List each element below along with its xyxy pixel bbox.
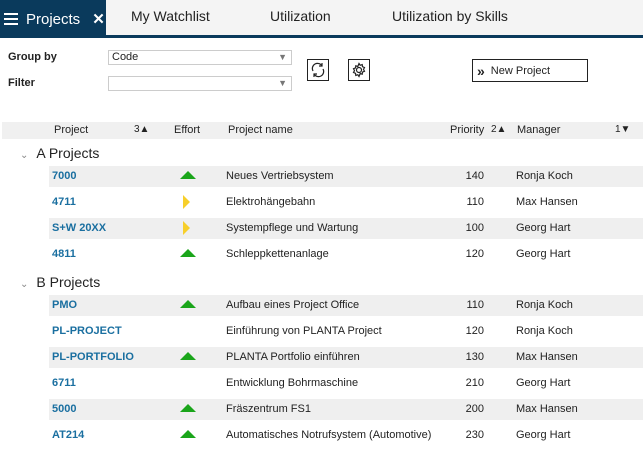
chevron-down-icon: ▼ — [278, 78, 287, 88]
tab-utilization-by-skills[interactable]: Utilization by Skills — [392, 8, 508, 24]
project-name: Elektrohängebahn — [226, 196, 316, 208]
new-project-label: New Project — [490, 64, 551, 77]
column-project[interactable]: Project — [54, 124, 89, 136]
table-row[interactable]: 6711 Entwicklung Bohrmaschine 210 Georg Har… — [49, 373, 643, 394]
settings-button[interactable] — [348, 59, 370, 81]
manager: Max Hansen — [516, 351, 578, 363]
tab-projects[interactable]: Projects ✕ — [0, 0, 106, 38]
priority: 120 — [465, 248, 484, 260]
manager: Max Hansen — [516, 196, 578, 208]
tab-bar: Projects ✕ My Watchlist Utilization Util… — [0, 0, 643, 38]
project-name: Fräszentrum FS1 — [226, 403, 311, 415]
project-code-link[interactable]: 6711 — [52, 377, 76, 389]
priority-sort-indicator[interactable]: 2▲ — [491, 124, 507, 135]
table-row[interactable]: PMO Aufbau eines Project Office 110 Ronja K… — [49, 295, 643, 316]
project-name: Entwicklung Bohrmaschine — [226, 377, 359, 389]
project-code-link[interactable]: PL-PROJECT — [52, 325, 122, 337]
manager: Max Hansen — [516, 403, 578, 415]
manager: Ronja Koch — [516, 299, 573, 311]
tab-label: Projects — [26, 10, 81, 28]
new-project-button[interactable]: » New Project — [472, 59, 588, 82]
column-manager[interactable]: Manager — [517, 124, 561, 136]
project-name: Aufbau eines Project Office — [226, 299, 360, 311]
effort-flat-icon — [180, 195, 190, 209]
chevron-down-icon: ▼ — [278, 52, 287, 62]
column-effort[interactable]: Effort — [174, 124, 201, 136]
tab-my-watchlist[interactable]: My Watchlist — [131, 8, 210, 24]
refresh-button[interactable] — [307, 59, 329, 81]
table-header: Project 3▲ Effort Project name Priority … — [2, 122, 643, 139]
project-code-link[interactable]: S+W 20XX — [52, 222, 107, 234]
priority: 110 — [466, 196, 484, 208]
project-sort-indicator[interactable]: 3▲ — [134, 124, 150, 135]
group-by-select[interactable]: Code ▼ — [108, 50, 292, 65]
priority: 200 — [465, 403, 484, 415]
priority: 140 — [465, 170, 484, 182]
refresh-icon — [311, 62, 325, 78]
project-code-link[interactable]: 7000 — [52, 170, 77, 182]
table-row[interactable]: PL-PORTFOLIO PLANTA Portfolio einführen 13… — [49, 347, 643, 368]
priority: 210 — [465, 377, 484, 389]
priority: 120 — [465, 325, 484, 337]
project-code-link[interactable]: 4711 — [52, 196, 76, 208]
column-priority[interactable]: Priority — [450, 124, 485, 136]
group-by-label: Group by — [8, 51, 57, 63]
chevron-down-icon[interactable]: ⌄ — [20, 279, 29, 290]
manager: Georg Hart — [516, 429, 571, 441]
table-row[interactable]: 5000 Fräszentrum FS1 200 Max Hansen — [49, 399, 643, 420]
project-code-link[interactable]: PL-PORTFOLIO — [52, 351, 134, 363]
tab-utilization[interactable]: Utilization — [270, 8, 331, 24]
menu-icon[interactable] — [4, 13, 18, 25]
table-row[interactable]: 4711 Elektrohängebahn 110 Max Hansen — [49, 192, 643, 213]
project-name: Automatisches Notrufsystem (Automotive) — [226, 429, 432, 441]
priority: 110 — [466, 299, 484, 311]
project-name: Systempflege und Wartung — [226, 222, 359, 234]
double-chevron-right-icon: » — [477, 62, 485, 79]
manager: Georg Hart — [516, 377, 571, 389]
effort-up-icon — [180, 249, 196, 257]
group-by-value: Code — [112, 51, 139, 63]
filter-select[interactable]: ▼ — [108, 76, 292, 91]
manager: Ronja Koch — [516, 325, 573, 337]
group-label: A Projects — [36, 145, 100, 161]
effort-up-icon — [180, 430, 196, 438]
effort-up-icon — [180, 300, 196, 308]
project-name: Einführung von PLANTA Project — [226, 325, 382, 337]
column-project-name[interactable]: Project name — [228, 124, 293, 136]
effort-flat-icon — [180, 221, 190, 235]
project-name: Neues Vertriebsystem — [226, 170, 334, 182]
table-row[interactable]: 7000 Neues Vertriebsystem 140 Ronja Koch — [49, 166, 643, 187]
group-header[interactable]: ⌄ B Projects — [20, 274, 100, 290]
manager-sort-indicator[interactable]: 1▼ — [615, 124, 631, 135]
effort-up-icon — [180, 404, 196, 412]
table-row[interactable]: AT214 Automatisches Notrufsystem (Automot… — [49, 425, 643, 446]
manager: Ronja Koch — [516, 170, 573, 182]
project-name: PLANTA Portfolio einführen — [226, 351, 360, 363]
project-code-link[interactable]: AT214 — [52, 429, 85, 441]
priority: 100 — [465, 222, 484, 234]
priority: 130 — [465, 351, 484, 363]
gear-icon — [352, 62, 366, 78]
group-label: B Projects — [36, 274, 101, 290]
priority: 230 — [465, 429, 484, 441]
chevron-down-icon[interactable]: ⌄ — [20, 150, 29, 161]
close-icon[interactable]: ✕ — [92, 11, 105, 28]
project-code-link[interactable]: 5000 — [52, 403, 77, 415]
group-header[interactable]: ⌄ A Projects — [20, 145, 99, 161]
project-code-link[interactable]: PMO — [52, 299, 78, 311]
table-row[interactable]: 4811 Schleppkettenanlage 120 Georg Hart — [49, 244, 643, 265]
effort-up-icon — [180, 352, 196, 360]
manager: Georg Hart — [516, 248, 571, 260]
filter-label: Filter — [8, 77, 35, 89]
manager: Georg Hart — [516, 222, 571, 234]
table-row[interactable]: S+W 20XX Systempflege und Wartung 100 Georg… — [49, 218, 643, 239]
table-row[interactable]: PL-PROJECT Einführung von PLANTA Project 1… — [49, 321, 643, 342]
project-code-link[interactable]: 4811 — [52, 248, 76, 260]
project-name: Schleppkettenanlage — [226, 248, 329, 260]
effort-up-icon — [180, 171, 196, 179]
